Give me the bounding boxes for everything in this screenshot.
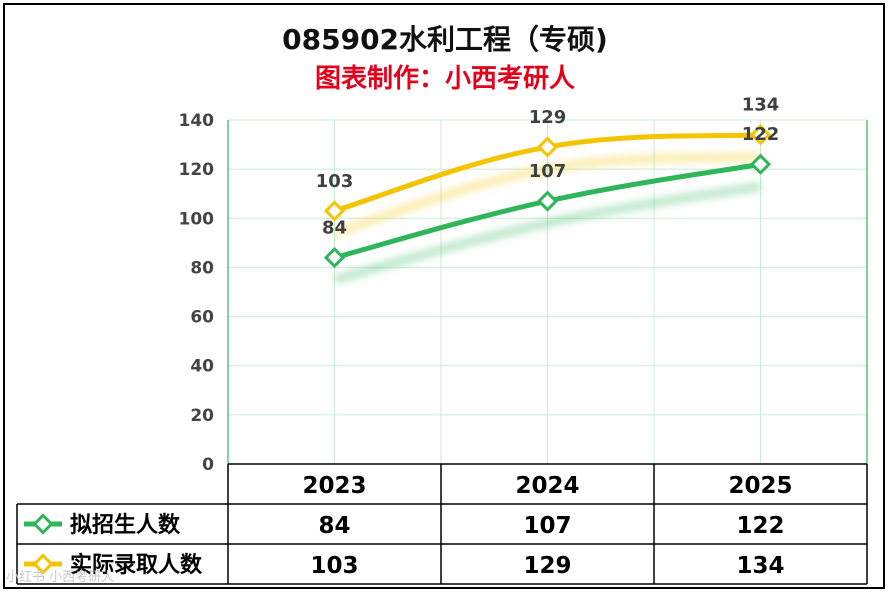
y-tick-label: 40: [190, 357, 214, 377]
legend-label: 拟招生人数: [70, 512, 181, 538]
data-point-marker: [323, 200, 346, 222]
data-label: 103: [316, 171, 354, 192]
y-tick-label: 120: [179, 160, 215, 180]
legend-label: 实际录取人数: [70, 552, 203, 578]
y-tick-label: 20: [190, 406, 214, 426]
series-shadow: [333, 182, 762, 284]
data-point-marker: [749, 153, 772, 175]
table-value: 84: [318, 513, 350, 539]
table-value: 103: [310, 553, 358, 579]
chart-subtitle: 图表制作：小西考研人: [314, 64, 575, 94]
y-tick-label: 60: [190, 308, 214, 328]
y-tick-label: 0: [202, 455, 214, 475]
x-tick-label: 2024: [515, 473, 579, 499]
legend-key-marker: [32, 553, 54, 575]
chart-title: 085902水利工程（专硕): [282, 23, 608, 56]
data-point-marker: [536, 136, 559, 158]
data-point-marker: [536, 190, 559, 212]
data-label: 84: [322, 218, 347, 239]
table-value: 134: [736, 553, 784, 579]
data-point-marker: [749, 124, 772, 146]
series-shadow: [333, 152, 761, 237]
data-label: 134: [742, 95, 780, 116]
y-tick-label: 140: [179, 111, 215, 131]
table-value: 107: [523, 513, 571, 539]
y-tick-label: 100: [179, 209, 215, 229]
table-value: 129: [523, 553, 571, 579]
data-label: 122: [742, 124, 780, 145]
data-point-marker: [323, 246, 346, 269]
legend-key-marker: [32, 513, 54, 535]
x-tick-label: 2025: [728, 473, 792, 499]
data-label: 129: [529, 107, 567, 128]
watermark-text: 小红书 小西考研人: [6, 570, 115, 585]
chart-frame: [3, 3, 885, 589]
y-tick-label: 80: [190, 258, 214, 278]
data-label: 107: [529, 161, 567, 182]
x-tick-label: 2023: [302, 473, 366, 499]
table-value: 122: [736, 513, 784, 539]
